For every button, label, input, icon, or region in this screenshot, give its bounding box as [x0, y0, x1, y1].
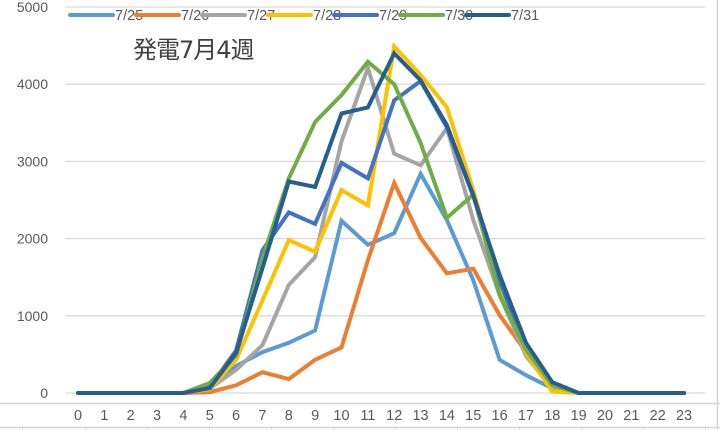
- x-tick-label: 2: [127, 408, 135, 424]
- x-tick-label: 9: [311, 408, 319, 424]
- legend: 7/25 7/26 7/27 7/28 7/29 7/30 7/31: [68, 8, 539, 24]
- y-tick-label: 4000: [17, 76, 48, 92]
- legend-label: 7/27: [247, 8, 275, 24]
- x-tick-label: 14: [439, 408, 455, 424]
- x-tick-label: 7: [258, 408, 266, 424]
- x-tick-label: 12: [386, 408, 402, 424]
- y-axis-tick-labels: 0 1000 2000 3000 4000 5000: [17, 0, 48, 401]
- legend-item: 7/27: [200, 8, 275, 24]
- x-tick-label: 20: [597, 408, 613, 424]
- series-line-7-25: [76, 169, 687, 395]
- x-tick-label: 17: [518, 408, 534, 424]
- x-tick-label: 8: [285, 408, 293, 424]
- chart-title: 発電7月4週: [133, 36, 255, 64]
- y-tick-label: 3000: [17, 153, 48, 169]
- legend-item: 7/26: [134, 8, 209, 24]
- data-series-lines: [76, 42, 687, 395]
- x-tick-label: 16: [492, 408, 508, 424]
- x-tick-label: 11: [360, 408, 375, 424]
- y-tick-label: 2000: [17, 231, 48, 247]
- x-tick-label: 3: [153, 408, 161, 424]
- x-tick-label: 4: [179, 408, 187, 424]
- x-tick-label: 10: [333, 408, 349, 424]
- legend-label: 7/29: [379, 8, 407, 24]
- legend-label: 7/28: [313, 8, 341, 24]
- x-tick-label: 1: [100, 408, 108, 424]
- legend-item: 7/31: [464, 8, 539, 24]
- x-tick-label: 6: [232, 408, 240, 424]
- x-tick-label: 21: [623, 408, 639, 424]
- y-tick-label: 1000: [17, 308, 48, 324]
- series-line-7-31: [76, 49, 687, 395]
- x-tick-label: 22: [650, 408, 666, 424]
- x-axis-tick-labels: 0 1 2 3 4 5 6 7 8 9 10 11 12 13 14 15 16 17 18 19 20 21 22 23: [74, 408, 692, 424]
- y-tick-label: 0: [40, 385, 48, 401]
- x-tick-label: 5: [206, 408, 214, 424]
- legend-label: 7/26: [181, 8, 209, 24]
- x-tick-label: 15: [465, 408, 481, 424]
- x-tick-label: 13: [412, 408, 428, 424]
- legend-label: 7/31: [511, 8, 539, 24]
- legend-label: 7/25: [115, 8, 143, 24]
- legend-item: 7/28: [266, 8, 341, 24]
- x-tick-label: 23: [676, 408, 692, 424]
- x-tick-label: 18: [544, 408, 560, 424]
- series-line-7-26: [76, 177, 687, 395]
- legend-item: 7/30: [398, 8, 473, 24]
- legend-item: 7/29: [332, 8, 407, 24]
- x-tick-label: 0: [74, 408, 82, 424]
- legend-item: 7/25: [68, 8, 143, 24]
- x-tick-label: 19: [571, 408, 587, 424]
- y-tick-label: 5000: [17, 0, 48, 15]
- legend-label: 7/30: [445, 8, 473, 24]
